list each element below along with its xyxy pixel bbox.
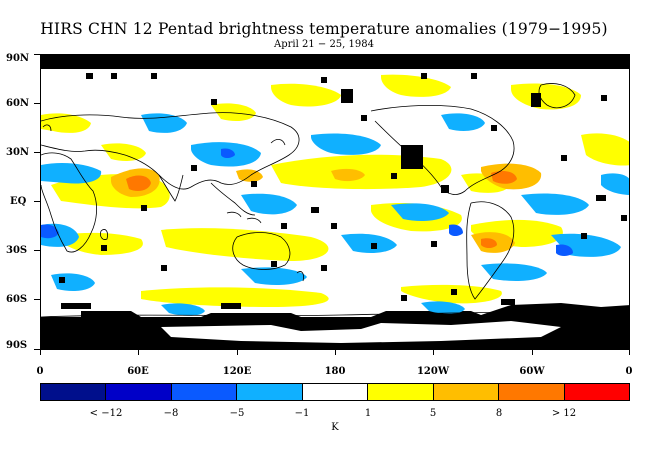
cold-strong-regions [41,113,629,316]
lon-tick [433,350,434,355]
lat-tick [34,299,40,300]
lat-label-60n: 60N [6,98,30,109]
missing-data-blocks [59,73,627,309]
antarctic-white-gap [161,321,561,343]
lon-tick [532,350,533,355]
lon-tick [335,350,336,355]
colorbar-segment-6 [433,384,500,400]
lon-label-0: 0 [36,366,44,377]
lon-label-0-east: 0 [625,366,633,377]
colorbar-label: −8 [163,408,179,419]
lon-tick [237,350,238,355]
colorbar-segment-7 [499,384,565,400]
arctic-missing-band [41,55,629,69]
lon-label-120e: 120E [222,366,252,377]
lat-tick [34,201,40,202]
colorbar-segment-8 [564,384,629,400]
lat-label-90n: 90N [6,53,30,64]
lon-label-180: 180 [324,366,346,377]
lat-tick [34,54,40,55]
anomaly-map [40,54,630,350]
lat-label-30n: 30N [6,147,30,158]
colorbar-label: −1 [294,408,310,419]
colorbar-label: −5 [229,408,245,419]
lat-label-eq: EQ [10,196,27,207]
lon-tick [629,350,630,355]
lon-label-120w: 120W [416,366,450,377]
lat-label-90s: 90S [6,340,28,351]
lon-label-60w: 60W [519,366,545,377]
colorbar-label: 1 [364,408,372,419]
coastlines [41,83,629,318]
colorbar-label: < −12 [89,408,123,419]
lat-label-30s: 30S [6,245,28,256]
colorbar-segment-2 [171,384,238,400]
colorbar-segment-5 [368,384,434,400]
colorbar-label: 5 [429,408,437,419]
lat-label-60s: 60S [6,294,28,305]
colorbar-label: 8 [495,408,503,419]
map-title: HIRS CHN 12 Pentad brightness temperatur… [40,20,608,38]
lat-tick [34,349,40,350]
colorbar-label: > 12 [551,408,577,419]
colorbar-segment-3 [237,384,303,400]
colorbar [40,383,630,401]
cold-weak-regions [41,148,573,256]
lat-tick [34,250,40,251]
anomaly-map-svg [41,55,629,349]
colorbar-segment-1 [106,384,172,400]
lon-tick [138,350,139,355]
colorbar-segment-0 [41,384,107,400]
colorbar-unit: K [331,422,339,433]
map-subtitle: April 21 − 25, 1984 [274,39,374,50]
warm-strong-regions [126,171,517,248]
lat-tick [34,103,40,104]
lon-tick [40,350,41,355]
colorbar-segment-4 [302,384,369,400]
lon-label-60e: 60E [127,366,149,377]
lat-tick [34,152,40,153]
